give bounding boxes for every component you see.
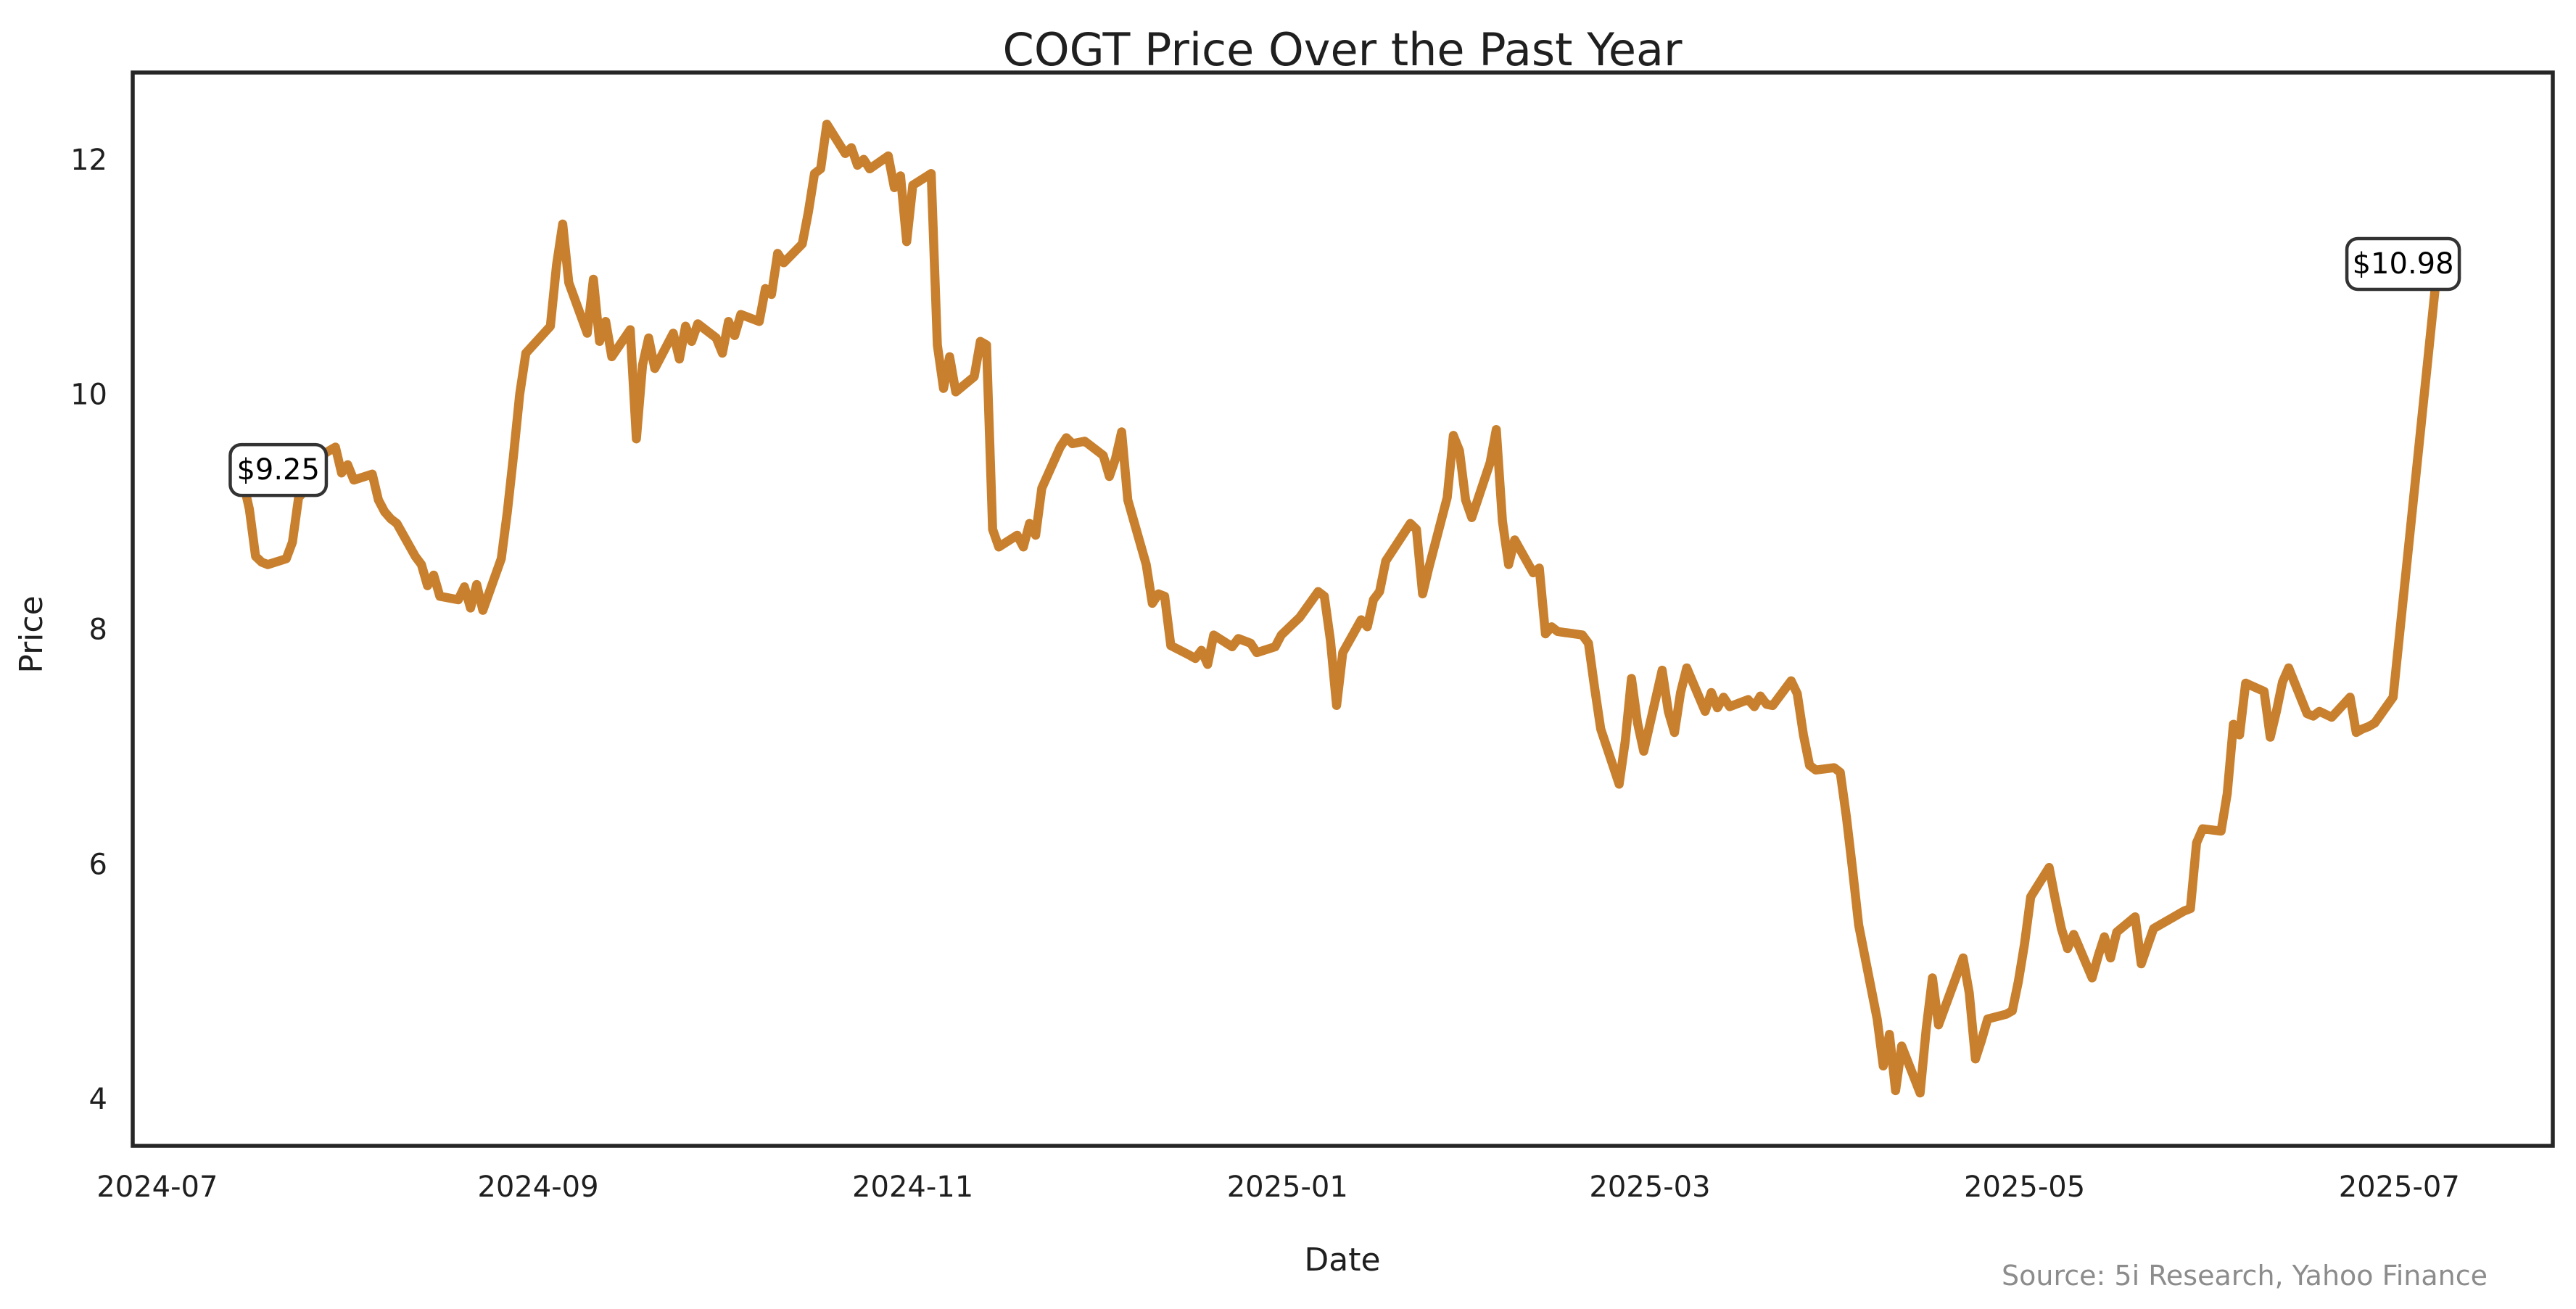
y-axis-label: Price [13, 595, 50, 673]
y-tick-label: 6 [89, 848, 107, 881]
annotation-start: $9.25 [228, 442, 329, 497]
x-tick-label: 2024-09 [477, 1170, 598, 1204]
y-tick-label: 8 [89, 614, 107, 647]
source-note: Source: 5i Research, Yahoo Finance [2002, 1260, 2488, 1292]
annotation-label: $10.98 [2353, 247, 2454, 281]
annotation-end: $10.98 [2345, 236, 2461, 292]
x-tick-label: 2025-03 [1589, 1170, 1710, 1204]
y-tick-label: 4 [89, 1083, 107, 1116]
annotation-label: $9.25 [236, 453, 320, 487]
price-line [239, 119, 2441, 1098]
annotation-box [228, 442, 329, 497]
plot-border [131, 70, 2555, 1148]
y-tick-label: 12 [70, 144, 107, 177]
y-tick-label: 10 [70, 379, 107, 412]
x-tick-label: 2025-05 [1964, 1170, 2085, 1204]
annotation-layer: $9.25 $10.98 [228, 236, 2461, 497]
series-layer [239, 119, 2441, 1098]
x-tick-label: 2025-01 [1227, 1170, 1348, 1204]
x-tick-label: 2025-07 [2339, 1170, 2460, 1204]
chart-title: COGT Price Over the Past Year [1003, 23, 1683, 76]
x-tick-label: 2024-11 [852, 1170, 973, 1204]
annotation-box [2345, 236, 2461, 292]
x-tick-label: 2024-07 [96, 1170, 218, 1204]
x-axis-label: Date [1304, 1242, 1380, 1279]
axis-ticks: 4 6 8 10 12 2024-07 2024-09 2024-11 2025-01 2025-… [70, 144, 2460, 1204]
